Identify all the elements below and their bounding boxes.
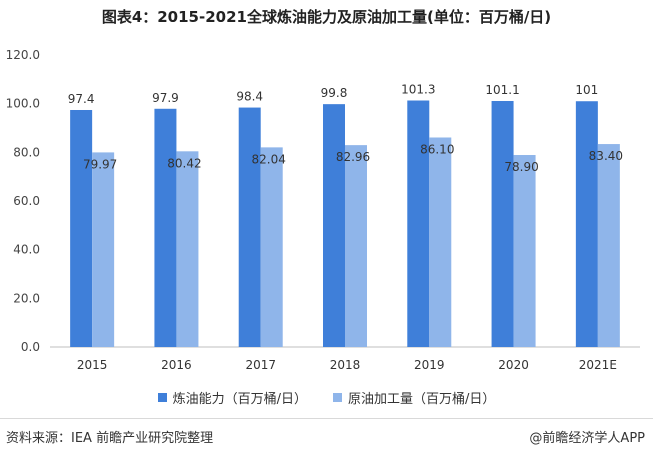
legend-item-throughput: 原油加工量（百万桶/日）: [333, 388, 495, 407]
bar-capacity: [70, 109, 93, 347]
legend-item-capacity: 炼油能力（百万桶/日）: [157, 388, 307, 407]
bar-throughput: [92, 152, 115, 347]
bar-throughput: [513, 155, 536, 347]
y-tick-label: 100.0: [6, 97, 40, 111]
y-tick-label: 40.0: [13, 243, 40, 257]
bar-throughput: [345, 145, 367, 347]
bar-capacity: [575, 101, 598, 347]
data-label-throughput: 80.42: [167, 156, 201, 170]
x-tick-label: 2021E: [579, 358, 617, 372]
data-label-capacity: 101: [575, 83, 598, 97]
bar-capacity: [407, 100, 430, 348]
x-tick-label: 2016: [161, 358, 192, 372]
x-tick-label: 2018: [330, 358, 361, 372]
source-note: 资料来源：IEA 前瞻产业研究院整理: [6, 431, 214, 446]
y-tick-label: 60.0: [13, 194, 40, 208]
data-label-throughput: 82.04: [252, 152, 286, 166]
data-label-throughput: 83.40: [589, 149, 623, 163]
y-tick-label: 80.0: [13, 145, 40, 159]
data-label-throughput: 82.96: [336, 150, 370, 164]
bar-capacity: [491, 100, 514, 348]
y-tick-label: 0.0: [21, 340, 40, 354]
data-label-capacity: 98.4: [236, 90, 263, 104]
data-label-capacity: 97.4: [68, 92, 95, 106]
bar-capacity: [238, 107, 261, 347]
brand-credit: @前瞻经济学人APP: [529, 431, 645, 446]
x-tick-label: 2017: [245, 358, 276, 372]
x-tick-label: 2019: [414, 358, 445, 372]
legend-swatch-throughput: [333, 393, 342, 402]
data-label-throughput: 78.90: [504, 160, 538, 174]
data-label-capacity: 99.8: [321, 86, 348, 100]
y-tick-label: 20.0: [13, 291, 40, 305]
data-label-throughput: 86.10: [420, 142, 454, 156]
footer: 资料来源：IEA 前瞻产业研究院整理 @前瞻经济学人APP: [0, 418, 653, 451]
bar-throughput: [429, 137, 452, 347]
x-tick-label: 2020: [498, 358, 529, 372]
data-label-capacity: 101.1: [485, 83, 519, 97]
bar-capacity: [154, 108, 177, 347]
chart-title: 图表4：2015-2021全球炼油能力及原油加工量(单位：百万桶/日): [101, 8, 552, 26]
bar-throughput: [260, 147, 283, 347]
x-tick-label: 2015: [77, 358, 108, 372]
bar-capacity: [323, 104, 345, 347]
legend-label-throughput: 原油加工量（百万桶/日）: [348, 392, 496, 407]
bar-chart: 0.0 20.0 40.0 60.0 80.0 100.0 120.0 2015 97.4 79.…: [6, 48, 640, 372]
data-label-capacity: 97.9: [152, 91, 179, 105]
data-label-capacity: 101.3: [401, 83, 435, 97]
legend-label-capacity: 炼油能力（百万桶/日）: [172, 392, 307, 407]
bar-throughput: [176, 151, 199, 347]
data-label-throughput: 79.97: [83, 157, 117, 171]
bar-throughput: [597, 144, 620, 347]
legend: 炼油能力（百万桶/日） 原油加工量（百万桶/日）: [0, 388, 653, 407]
legend-swatch-capacity: [157, 393, 167, 402]
y-tick-label: 120.0: [6, 48, 40, 62]
